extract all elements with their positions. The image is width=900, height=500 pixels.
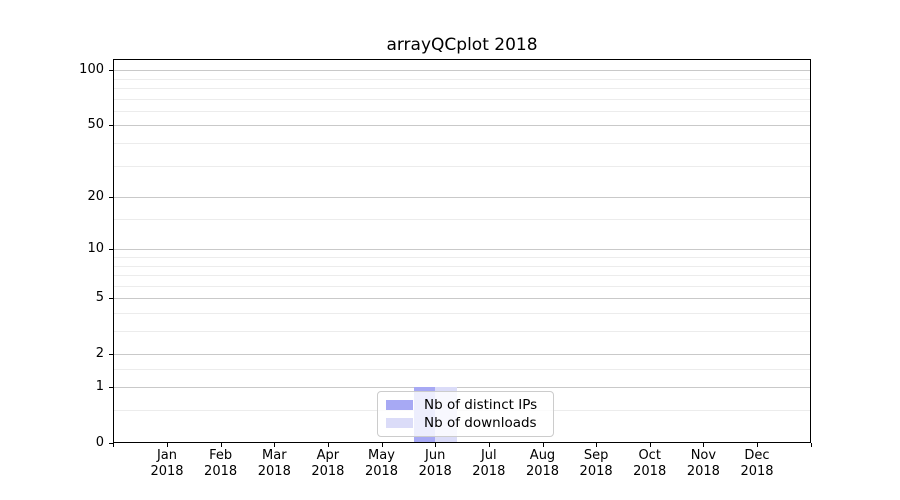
x-tick-year: 2018 xyxy=(311,464,345,479)
legend-item: Nb of downloads xyxy=(386,414,545,432)
x-tick-year: 2018 xyxy=(204,464,238,479)
x-tick-label: Aug 2018 xyxy=(511,448,575,480)
minor-gridline xyxy=(113,313,811,314)
y-tick-label: 20 xyxy=(87,189,104,205)
legend-item: Nb of distinct IPs xyxy=(386,396,545,414)
major-gridline xyxy=(113,387,811,388)
x-tick-label: Jan 2018 xyxy=(135,448,199,480)
x-tick-label: Jul 2018 xyxy=(457,448,521,480)
x-tick xyxy=(113,443,114,447)
minor-gridline xyxy=(113,78,811,80)
y-tick xyxy=(109,197,113,199)
minor-gridline xyxy=(113,143,811,144)
major-gridline xyxy=(113,125,811,127)
x-tick-label: Mar 2018 xyxy=(242,448,306,480)
x-tick xyxy=(757,443,758,447)
minor-gridline xyxy=(113,331,811,332)
x-tick-label: Jun 2018 xyxy=(403,448,467,480)
x-tick xyxy=(649,443,651,447)
major-gridline xyxy=(113,298,811,300)
y-tick xyxy=(109,70,113,72)
y-tick-label: 1 xyxy=(95,379,104,394)
x-tick-month: Jun xyxy=(425,448,446,463)
x-tick-year: 2018 xyxy=(418,464,452,479)
major-gridline xyxy=(113,70,811,72)
minor-gridline xyxy=(113,110,811,112)
major-gridline xyxy=(113,249,811,251)
minor-gridline xyxy=(113,98,811,100)
x-tick-year: 2018 xyxy=(525,464,560,479)
x-tick-month: Jan xyxy=(156,448,178,463)
y-tick xyxy=(109,249,113,251)
x-tick-month: Feb xyxy=(209,448,233,463)
x-tick-month: May xyxy=(368,448,395,463)
x-tick xyxy=(542,443,544,447)
legend-label: Nb of downloads xyxy=(424,415,537,432)
x-tick-label: Apr 2018 xyxy=(296,448,360,480)
x-tick-month: Sep xyxy=(583,448,609,463)
x-tick xyxy=(596,443,598,447)
y-tick-label: 5 xyxy=(95,290,104,306)
x-tick xyxy=(811,443,812,447)
x-tick-month: Apr xyxy=(316,448,340,463)
y-tick-label: 10 xyxy=(87,241,104,257)
x-tick xyxy=(381,443,383,447)
plot-area xyxy=(113,59,811,443)
x-tick-label: Sep 2018 xyxy=(564,448,628,480)
major-gridline xyxy=(113,197,811,199)
legend: Nb of distinct IPs Nb of downloads xyxy=(377,391,554,437)
x-tick-year: 2018 xyxy=(364,464,399,479)
x-tick xyxy=(435,443,437,447)
x-tick-label: Dec 2018 xyxy=(725,448,789,480)
y-tick-label: 0 xyxy=(95,435,104,450)
x-tick-label: Nov 2018 xyxy=(671,448,735,480)
x-tick-month: Nov xyxy=(690,448,717,463)
minor-gridline xyxy=(113,265,811,267)
x-tick xyxy=(167,443,168,447)
y-tick xyxy=(109,125,113,127)
bars-layer xyxy=(113,59,811,443)
x-tick-month: Mar xyxy=(262,448,287,463)
x-tick-year: 2018 xyxy=(257,464,291,479)
y-tick xyxy=(109,354,113,356)
minor-gridline xyxy=(113,285,811,287)
minor-gridline xyxy=(113,369,811,370)
x-tick xyxy=(703,443,705,447)
x-tick xyxy=(488,443,490,447)
legend-swatch-icon xyxy=(386,399,413,410)
x-tick xyxy=(274,443,276,447)
y-tick-label: 100 xyxy=(79,62,104,78)
minor-gridline xyxy=(113,88,811,89)
x-tick-label: Feb 2018 xyxy=(189,448,253,480)
x-tick-year: 2018 xyxy=(633,464,667,479)
legend-swatch-icon xyxy=(386,418,413,429)
y-tick xyxy=(109,298,113,300)
x-tick-year: 2018 xyxy=(740,464,774,479)
legend-label: Nb of distinct IPs xyxy=(424,396,538,413)
x-tick-month: Oct xyxy=(638,448,661,463)
x-tick-month: Dec xyxy=(744,448,770,463)
x-tick-year: 2018 xyxy=(686,464,720,479)
chart-title: arrayQCplot 2018 xyxy=(386,35,538,55)
y-tick-label: 50 xyxy=(87,117,104,133)
x-tick-month: Jul xyxy=(480,448,497,463)
x-tick-label: May 2018 xyxy=(350,448,414,480)
major-gridline xyxy=(113,354,811,356)
x-tick-year: 2018 xyxy=(150,464,184,479)
minor-gridline xyxy=(113,275,811,276)
y-tick-label: 2 xyxy=(95,346,104,362)
x-tick-month: Aug xyxy=(529,448,556,463)
minor-gridline xyxy=(113,257,811,258)
y-tick xyxy=(109,387,113,388)
minor-gridline xyxy=(113,165,811,167)
x-tick xyxy=(220,443,222,447)
x-tick-year: 2018 xyxy=(579,464,613,479)
x-tick xyxy=(327,443,329,447)
x-tick-label: Oct 2018 xyxy=(618,448,682,480)
y-tick xyxy=(109,443,113,444)
minor-gridline xyxy=(113,219,811,220)
x-tick-year: 2018 xyxy=(472,464,506,479)
